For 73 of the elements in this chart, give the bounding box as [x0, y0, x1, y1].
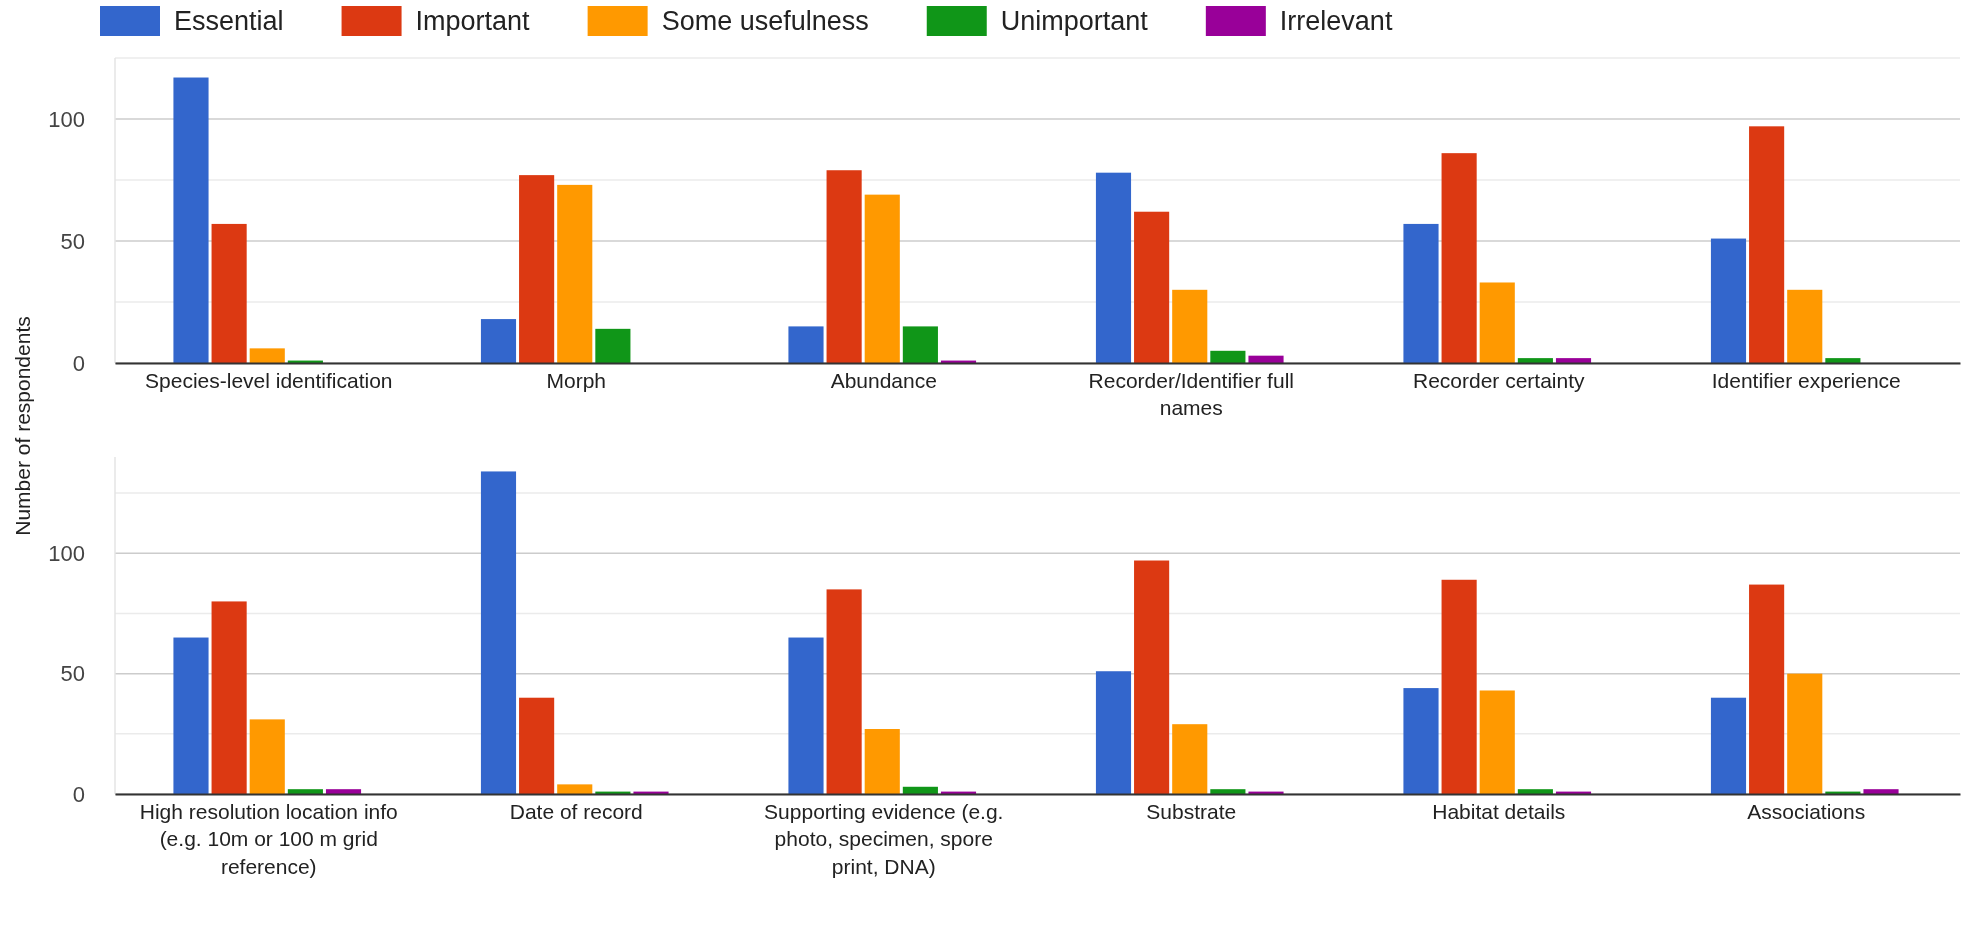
bar: [249, 719, 285, 794]
bar: [1248, 355, 1284, 363]
bar: [1403, 223, 1439, 363]
bar: [1441, 153, 1477, 363]
bar: [1134, 211, 1170, 363]
bar: [826, 589, 862, 794]
bar: [1517, 358, 1553, 363]
x-tick-label: Habitat details: [1432, 799, 1566, 823]
bar: [1095, 172, 1132, 363]
y-tick-label: 0: [72, 781, 85, 807]
bar: [826, 170, 862, 363]
bar: [287, 789, 323, 794]
x-tick-label: High resolution location info (e.g. 10m or 100 m grid reference): [139, 799, 398, 878]
bar: [1172, 724, 1208, 794]
y-tick-label: 100: [48, 540, 85, 566]
bar: [325, 789, 362, 794]
x-tick-label: Morph: [546, 368, 607, 392]
x-tick-label: Date of record: [509, 799, 643, 823]
legend-label: Important: [415, 6, 531, 36]
x-tick-label: Associations: [1747, 799, 1866, 823]
legend-label: Essential: [174, 6, 284, 36]
x-tick-label: Recorder/Identifier full names: [1088, 368, 1294, 420]
bar: [1210, 350, 1246, 363]
legend-label: Unimportant: [1000, 6, 1149, 36]
x-tick-label: Substrate: [1146, 799, 1237, 823]
x-tick-label: Identifier experience: [1711, 368, 1901, 392]
bar: [1210, 789, 1246, 794]
bar: [480, 471, 517, 794]
bar: [864, 194, 900, 363]
bar: [211, 223, 247, 363]
bar: [1134, 560, 1170, 794]
bar: [1863, 789, 1899, 794]
bar: [902, 326, 938, 363]
y-tick-label: 50: [60, 228, 85, 254]
bar: [173, 637, 209, 794]
legend-label: Irrelevant: [1279, 6, 1393, 36]
bar: [173, 77, 209, 363]
bar: [788, 637, 824, 794]
bar: [1710, 697, 1747, 794]
bar: [211, 601, 247, 794]
bar: [1555, 358, 1592, 363]
x-tick-label: Recorder certainty: [1412, 368, 1586, 392]
bar: [1095, 671, 1132, 794]
bar: [1749, 126, 1785, 363]
bar: [1172, 289, 1208, 363]
bar: [480, 319, 517, 363]
y-tick-label: 0: [72, 350, 85, 376]
bar: [595, 328, 631, 363]
bar: [864, 729, 900, 794]
x-tick-label: Abundance: [830, 368, 937, 392]
y-axis-title: Number of respondents: [11, 316, 34, 536]
x-tick-label: Species-level identification: [145, 368, 393, 392]
bar: [519, 175, 555, 363]
bar: [788, 326, 824, 363]
bar: [1479, 690, 1515, 794]
bar: [1749, 584, 1785, 794]
bar: [1710, 238, 1747, 363]
bar: [1825, 358, 1861, 363]
bar: [1787, 289, 1823, 363]
bar: [1517, 789, 1553, 794]
bar: [1403, 688, 1439, 794]
y-tick-label: 100: [48, 106, 85, 132]
bar: [557, 184, 593, 363]
x-tick-label: Supporting evidence (e.g. photo, specimen, spore print, DNA): [764, 799, 1004, 878]
bar: [519, 697, 555, 794]
bar: [902, 786, 938, 794]
bar: [1787, 673, 1823, 794]
bar: [249, 348, 285, 363]
legend-label: Some usefulness: [661, 6, 869, 36]
bar: [1441, 579, 1477, 794]
bar: [557, 784, 593, 794]
bar: [1479, 282, 1515, 363]
y-tick-label: 50: [60, 661, 85, 687]
